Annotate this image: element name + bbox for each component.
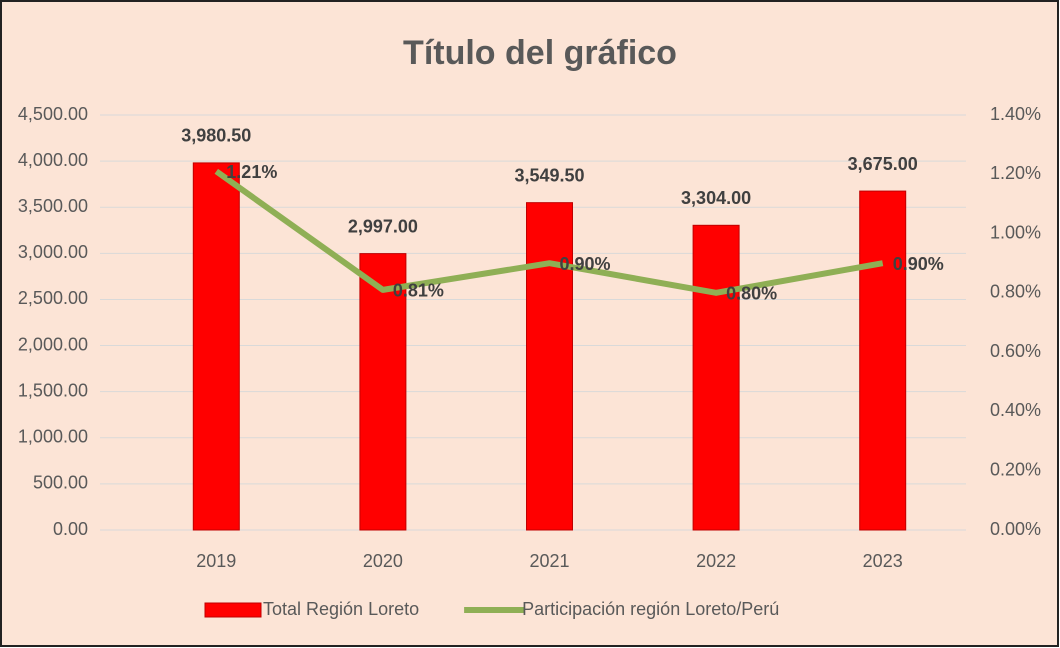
bar-value-label: 3,549.50 xyxy=(514,165,584,185)
legend-label: Total Región Loreto xyxy=(263,599,419,619)
legend-swatch xyxy=(204,602,262,618)
bar-value-label: 3,980.50 xyxy=(181,126,251,146)
y-tick-label: 0.00 xyxy=(53,519,88,539)
line-value-label: 0.80% xyxy=(726,284,777,304)
bar xyxy=(692,224,740,531)
bar xyxy=(526,202,573,531)
line xyxy=(214,168,884,296)
bar xyxy=(192,162,240,531)
bar-value-label: 2,997.00 xyxy=(348,216,418,236)
bar-value-label: 3,675.00 xyxy=(848,154,918,174)
x-tick-label: 2021 xyxy=(529,551,569,571)
bar-value-label: 3,304.00 xyxy=(681,188,751,208)
bar xyxy=(859,190,907,531)
chart-title: Título del gráfico xyxy=(403,34,677,72)
y-tick-label: 4,500.00 xyxy=(18,104,88,124)
bar xyxy=(359,253,407,531)
y-tick-label: 2,500.00 xyxy=(18,288,88,308)
y2-tick-label: 0.20% xyxy=(990,459,1041,479)
y2-tick-label: 0.80% xyxy=(990,282,1041,302)
x-tick-label: 2022 xyxy=(696,551,736,571)
line-value-label: 0.90% xyxy=(560,254,611,274)
y2-tick-label: 0.60% xyxy=(990,341,1041,361)
y2-tick-label: 0.00% xyxy=(990,519,1041,539)
y-tick-label: 4,000.00 xyxy=(18,150,88,170)
y-tick-label: 3,000.00 xyxy=(18,242,88,262)
y2-tick-label: 1.40% xyxy=(990,104,1041,124)
x-tick-label: 2023 xyxy=(863,551,903,571)
y-tick-label: 1,000.00 xyxy=(18,427,88,447)
line-value-label: 1.21% xyxy=(226,162,277,182)
legend-label: Participación región Loreto/Perú xyxy=(522,599,779,619)
x-tick-label: 2020 xyxy=(363,551,403,571)
y2-tick-label: 1.00% xyxy=(990,222,1041,242)
y-tick-label: 2,000.00 xyxy=(18,334,88,354)
y-tick-label: 3,500.00 xyxy=(18,196,88,216)
y-tick-label: 1,500.00 xyxy=(18,380,88,400)
x-tick-label: 2019 xyxy=(196,551,236,571)
line-value-label: 0.81% xyxy=(393,281,444,301)
y2-tick-label: 0.40% xyxy=(990,400,1041,420)
line-value-label: 0.90% xyxy=(893,254,944,274)
y2-tick-label: 1.20% xyxy=(990,163,1041,183)
y-tick-label: 500.00 xyxy=(33,473,88,493)
